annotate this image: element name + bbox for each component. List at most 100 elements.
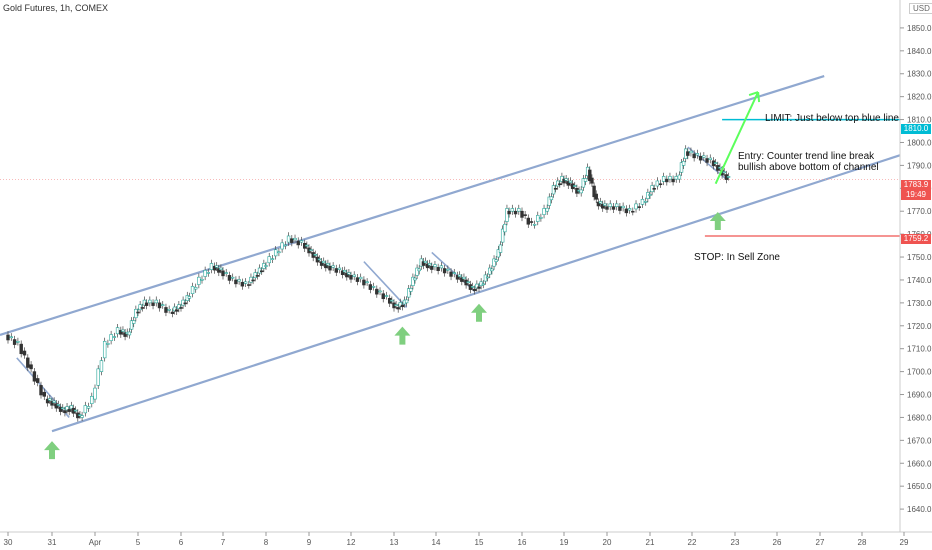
price-candles	[6, 145, 731, 422]
candle-body	[677, 174, 682, 180]
candle-body	[283, 244, 288, 247]
candle-body	[334, 268, 338, 273]
candle-body	[579, 189, 583, 194]
candle-body	[439, 265, 444, 269]
candle-body	[73, 409, 78, 412]
candle-body	[581, 178, 586, 188]
counter-trend-line	[363, 261, 408, 308]
limit-annotation: LIMIT: Just below top blue line	[765, 113, 899, 124]
x-tick-label: 8	[264, 538, 269, 547]
candle-body	[9, 336, 13, 339]
current-price-tag: 1783.9	[901, 180, 931, 190]
candle-body	[457, 274, 462, 277]
y-tick-label: 1670.0	[907, 436, 932, 445]
limit-price-tag: 1810.0	[901, 124, 931, 134]
candle-body	[375, 288, 379, 295]
candle-body	[549, 196, 554, 201]
candle-body	[148, 299, 152, 304]
candle-body	[32, 371, 37, 382]
candle-body	[134, 308, 138, 319]
candle-body	[568, 180, 573, 183]
candle-body	[206, 272, 210, 274]
candle-body	[488, 267, 492, 275]
x-tick-label: 21	[646, 538, 655, 547]
candle-body	[627, 208, 632, 211]
candle-body	[455, 275, 460, 280]
annotation-markers	[44, 91, 761, 460]
y-axis-bg	[900, 0, 932, 550]
candle-body	[237, 279, 241, 282]
candle-body	[259, 270, 264, 273]
candle-body	[179, 307, 183, 309]
chart-title: Gold Futures, 1h, COMEX	[3, 3, 109, 13]
candle-body	[417, 268, 421, 272]
candle-body	[452, 272, 456, 274]
candle-body	[381, 293, 385, 300]
candle-body	[507, 210, 511, 215]
candle-body	[726, 176, 731, 178]
candle-body	[190, 286, 195, 295]
candle-body	[255, 275, 260, 277]
candle-body	[317, 258, 322, 261]
candle-body	[634, 203, 638, 210]
y-tick-label: 1690.0	[907, 391, 932, 400]
y-tick-label: 1750.0	[907, 253, 932, 262]
candle-body	[406, 288, 411, 298]
candle-body	[119, 330, 123, 335]
candle-body	[681, 160, 686, 166]
candle-body	[421, 261, 426, 266]
candle-body	[324, 263, 328, 269]
candle-body	[154, 299, 158, 304]
candle-body	[415, 267, 419, 276]
x-tick-label: 29	[900, 538, 909, 547]
channel-bottom-line	[51, 152, 905, 433]
candle-body	[167, 308, 171, 311]
target-arrow-shaft	[714, 91, 760, 185]
candle-body	[112, 336, 117, 338]
candle-body	[358, 276, 363, 280]
candle-body	[460, 277, 464, 282]
y-tick-label: 1710.0	[907, 345, 932, 354]
candle-body	[523, 214, 527, 216]
x-tick-label: 13	[390, 538, 399, 547]
candle-body	[433, 264, 437, 268]
candle-body	[621, 205, 625, 209]
candle-body	[221, 270, 225, 277]
candle-body	[172, 306, 177, 312]
candle-body	[102, 341, 107, 359]
candle-body	[394, 304, 398, 307]
x-tick-label: 27	[816, 538, 825, 547]
candle-body	[413, 277, 417, 281]
y-tick-label: 1810.0	[907, 116, 932, 125]
candle-body	[219, 267, 223, 270]
x-tick-label: 28	[858, 538, 867, 547]
candle-body	[313, 253, 317, 256]
x-tick-label: 9	[307, 538, 312, 547]
candle-body	[342, 270, 347, 273]
entry-annotation-line1: Entry: Counter trend line break	[738, 151, 875, 162]
candle-body	[29, 364, 33, 370]
candle-body	[365, 281, 369, 284]
candle-body	[718, 166, 722, 169]
candle-body	[240, 281, 245, 287]
candle-body	[183, 302, 187, 305]
candle-body	[19, 343, 23, 355]
candle-body	[203, 270, 207, 277]
target-arrow-head-icon	[748, 91, 761, 103]
candle-body	[598, 201, 603, 204]
candle-body	[368, 284, 373, 290]
candle-body	[58, 406, 63, 412]
candle-body	[212, 265, 217, 271]
support-up-arrow-icon	[471, 303, 487, 322]
candle-body	[708, 157, 712, 160]
candle-body	[398, 302, 402, 307]
candle-body	[702, 155, 706, 158]
candle-body	[713, 162, 718, 164]
candle-body	[217, 268, 221, 273]
candle-body	[449, 271, 453, 277]
y-tick-label: 1700.0	[907, 368, 932, 377]
candle-body	[470, 286, 475, 288]
candle-body	[331, 265, 335, 268]
candle-body	[425, 263, 430, 269]
